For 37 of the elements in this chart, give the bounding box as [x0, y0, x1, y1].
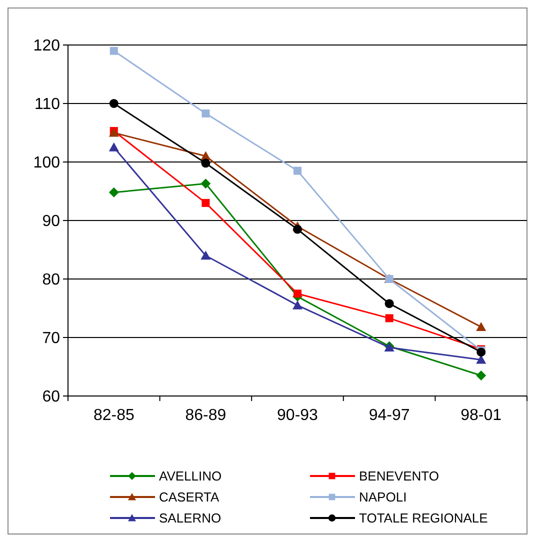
point: [476, 354, 486, 364]
legend-label: AVELLINO: [159, 468, 222, 484]
legend-label: TOTALE REGIONALE: [359, 510, 488, 526]
y-tick-label: 90: [42, 213, 60, 230]
point: [201, 158, 210, 168]
y-tick-label: 100: [33, 154, 60, 172]
x-tick-label: 98-01: [460, 407, 502, 424]
point: [292, 300, 302, 310]
y-tick-label: 110: [34, 96, 60, 114]
legend-label: BENEVENTO: [359, 468, 439, 484]
y-tick-label: 120: [33, 38, 60, 55]
point: [110, 46, 118, 55]
point: [200, 178, 211, 189]
point: [293, 224, 302, 234]
point: [294, 290, 302, 298]
point: [476, 348, 486, 357]
point: [108, 142, 119, 152]
point: [108, 187, 119, 198]
point: [202, 109, 210, 118]
point: [384, 299, 394, 308]
point: [476, 370, 486, 381]
x-tick-label: 94-97: [368, 407, 410, 424]
point: [109, 99, 118, 108]
x-tick-label: 90-93: [277, 407, 318, 424]
x-tick-label: 82-85: [93, 407, 134, 424]
point: [476, 322, 486, 331]
y-tick-label: 70: [42, 330, 60, 348]
y-tick-label: 80: [42, 272, 60, 289]
point: [200, 250, 211, 260]
point: [294, 166, 302, 175]
point: [202, 198, 210, 207]
y-tick-label: 60: [42, 388, 60, 406]
legend-label: SALERNO: [159, 510, 222, 526]
point: [385, 314, 394, 322]
legend-label: NAPOLI: [359, 490, 407, 505]
x-tick-label: 86-89: [185, 407, 226, 424]
legend-label: CASERTA: [159, 490, 220, 505]
